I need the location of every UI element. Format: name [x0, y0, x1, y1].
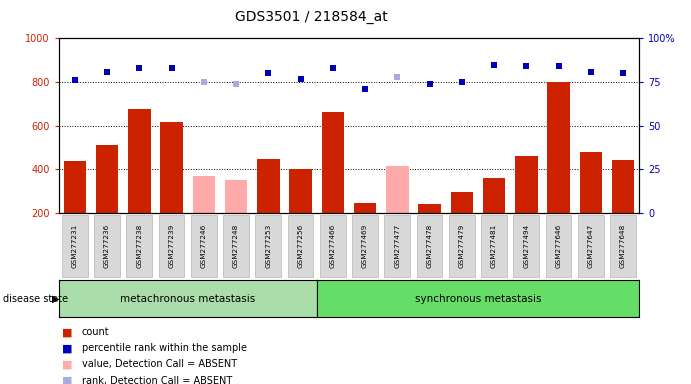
- Text: GSM277481: GSM277481: [491, 224, 497, 268]
- Bar: [612, 160, 634, 213]
- Text: ■: ■: [62, 327, 73, 337]
- Text: ■: ■: [62, 376, 73, 384]
- Text: GDS3501 / 218584_at: GDS3501 / 218584_at: [234, 10, 388, 23]
- Bar: [128, 109, 151, 213]
- FancyBboxPatch shape: [126, 215, 152, 277]
- FancyBboxPatch shape: [417, 215, 442, 277]
- Text: GSM277477: GSM277477: [395, 224, 400, 268]
- Text: GSM277236: GSM277236: [104, 224, 110, 268]
- Text: percentile rank within the sample: percentile rank within the sample: [82, 343, 247, 353]
- FancyBboxPatch shape: [320, 215, 346, 277]
- FancyBboxPatch shape: [223, 215, 249, 277]
- Text: GSM277647: GSM277647: [588, 224, 594, 268]
- Text: rank, Detection Call = ABSENT: rank, Detection Call = ABSENT: [82, 376, 231, 384]
- Text: ■: ■: [62, 359, 73, 369]
- Bar: [547, 82, 570, 213]
- Bar: [515, 156, 538, 213]
- Text: GSM277248: GSM277248: [233, 224, 239, 268]
- Text: GSM277238: GSM277238: [136, 224, 142, 268]
- FancyBboxPatch shape: [481, 215, 507, 277]
- Text: GSM277479: GSM277479: [459, 224, 465, 268]
- Text: GSM277648: GSM277648: [620, 224, 626, 268]
- FancyBboxPatch shape: [191, 215, 217, 277]
- Bar: [483, 178, 505, 213]
- FancyBboxPatch shape: [287, 215, 314, 277]
- FancyBboxPatch shape: [546, 215, 571, 277]
- Bar: [96, 146, 118, 213]
- Bar: [193, 176, 215, 213]
- FancyBboxPatch shape: [449, 215, 475, 277]
- Bar: [354, 203, 377, 213]
- Bar: [386, 166, 408, 213]
- Text: GSM277478: GSM277478: [426, 224, 433, 268]
- Text: GSM277494: GSM277494: [523, 224, 529, 268]
- Text: GSM277253: GSM277253: [265, 224, 272, 268]
- Text: GSM277256: GSM277256: [298, 224, 303, 268]
- FancyBboxPatch shape: [384, 215, 410, 277]
- Bar: [160, 122, 183, 213]
- FancyBboxPatch shape: [159, 215, 184, 277]
- Text: ■: ■: [62, 343, 73, 353]
- FancyBboxPatch shape: [578, 215, 604, 277]
- Text: GSM277239: GSM277239: [169, 224, 175, 268]
- Bar: [321, 112, 344, 213]
- Text: count: count: [82, 327, 109, 337]
- Text: value, Detection Call = ABSENT: value, Detection Call = ABSENT: [82, 359, 236, 369]
- FancyBboxPatch shape: [610, 215, 636, 277]
- Text: GSM277466: GSM277466: [330, 224, 336, 268]
- Text: synchronous metastasis: synchronous metastasis: [415, 293, 541, 304]
- FancyBboxPatch shape: [94, 215, 120, 277]
- FancyBboxPatch shape: [513, 215, 539, 277]
- FancyBboxPatch shape: [256, 215, 281, 277]
- Bar: [225, 180, 247, 213]
- Text: ▶: ▶: [52, 293, 59, 304]
- Bar: [290, 169, 312, 213]
- Text: GSM277231: GSM277231: [72, 224, 78, 268]
- Text: disease state: disease state: [3, 293, 68, 304]
- Text: GSM277646: GSM277646: [556, 224, 562, 268]
- FancyBboxPatch shape: [62, 215, 88, 277]
- Bar: [64, 161, 86, 213]
- Bar: [418, 204, 441, 213]
- Text: GSM277469: GSM277469: [362, 224, 368, 268]
- FancyBboxPatch shape: [352, 215, 378, 277]
- Text: GSM277246: GSM277246: [201, 224, 207, 268]
- Bar: [580, 152, 602, 213]
- Bar: [451, 192, 473, 213]
- Bar: [257, 159, 280, 213]
- Text: metachronous metastasis: metachronous metastasis: [120, 293, 256, 304]
